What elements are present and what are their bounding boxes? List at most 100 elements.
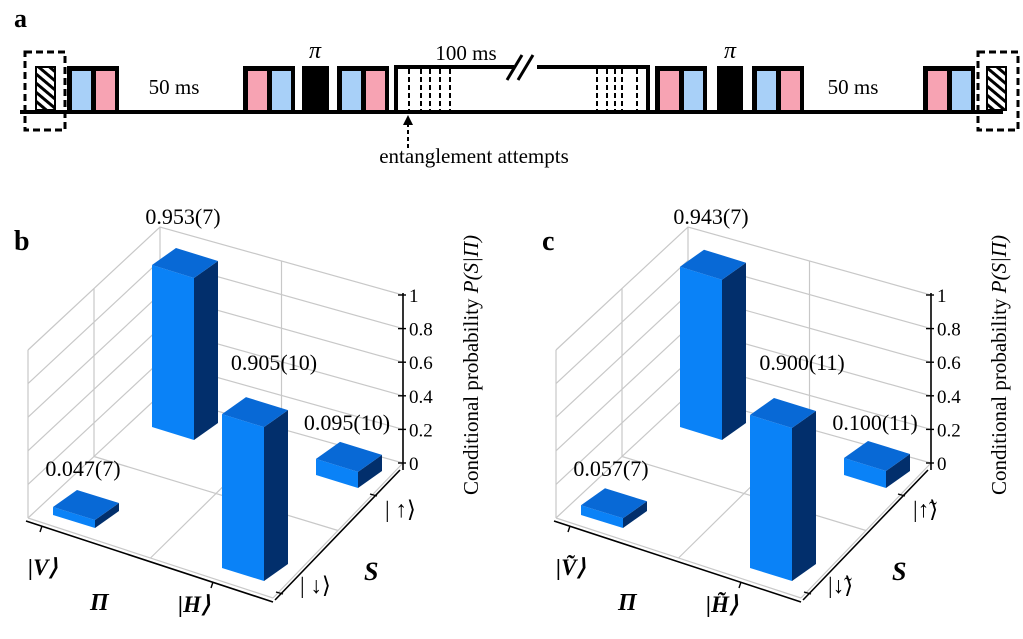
bar-top-face xyxy=(152,247,218,278)
s-axis-title: S xyxy=(364,557,378,586)
pulse-pair xyxy=(243,66,295,112)
x-category-label: |V⟩ xyxy=(28,555,58,580)
bar-front-face xyxy=(750,415,792,581)
blue-pulse xyxy=(952,71,971,110)
bar xyxy=(750,398,816,581)
bar-side-face xyxy=(623,501,647,528)
bar-top-face xyxy=(53,490,119,521)
z-tick-label: 0.6 xyxy=(409,353,433,374)
bar-top-face xyxy=(316,441,382,472)
z-tick-label: 1 xyxy=(937,286,947,307)
pi-label-right: π xyxy=(724,38,737,64)
arrow-head-icon xyxy=(403,115,413,125)
bar-front-face xyxy=(581,505,623,528)
floor-gridline xyxy=(272,462,404,599)
pi-pulse-right xyxy=(717,66,743,112)
hatched-pulse-right xyxy=(986,66,1007,111)
bar-value-label: 0.095(10) xyxy=(304,410,390,435)
z-axis-title-prefix: Conditional probability xyxy=(987,293,1011,495)
pi-axis xyxy=(25,520,274,603)
pi-axis-tick xyxy=(39,525,43,533)
bar-side-face xyxy=(194,260,218,440)
pi-axis-tick xyxy=(210,581,214,589)
bar-value-label: 0.100(11) xyxy=(832,410,917,435)
bar-front-face xyxy=(680,266,722,440)
arrow-label: entanglement attempts xyxy=(379,144,569,168)
blue-pulse xyxy=(684,71,703,110)
pi-label-left: π xyxy=(309,38,322,64)
bar-top-face xyxy=(844,441,910,471)
bar-top-face xyxy=(680,249,746,280)
pi-axis-tick xyxy=(738,581,742,589)
s-axis-tick xyxy=(275,591,284,595)
floor-gridline xyxy=(555,517,802,599)
s-axis-tick xyxy=(369,493,378,497)
z-tick-label: 0.4 xyxy=(937,387,961,408)
pi-axis-tick xyxy=(567,525,571,533)
pi-axis-title: Π xyxy=(89,590,110,616)
floor-gridline xyxy=(27,517,274,599)
s-axis-title: S xyxy=(892,557,906,586)
panel-label-c: c xyxy=(542,226,554,257)
z-axis-title-prefix: Conditional probability xyxy=(459,293,483,495)
pink-pulse xyxy=(781,71,800,110)
pulse-pair xyxy=(655,66,707,112)
pink-pulse xyxy=(928,71,947,110)
s-axis-tick xyxy=(803,591,812,595)
bar-top-face xyxy=(222,397,288,428)
x-category-label: |H⟩ xyxy=(178,592,211,617)
pi-pulse-left xyxy=(302,66,329,112)
entangle-duration-label: 100 ms xyxy=(435,41,496,65)
x-category-label: |H̃⟩ xyxy=(706,592,739,617)
bar-side-face xyxy=(886,454,910,488)
pulse-sequence-diagram: a π π 50 ms 50 ms 100 ms entanglement at… xyxy=(14,4,1020,168)
bar xyxy=(581,488,647,528)
pink-pulse xyxy=(96,71,115,110)
s-axis xyxy=(802,469,929,601)
pulse-pair xyxy=(923,66,975,112)
pulse-pair xyxy=(67,66,119,112)
bar-value-label: 0.900(11) xyxy=(759,350,844,375)
pink-pulse xyxy=(366,71,385,110)
z-axis-title: Conditional probability P(S|Π) xyxy=(459,235,483,495)
break-marks xyxy=(505,54,535,81)
y-category-label: |↑̃⟩ xyxy=(913,497,938,522)
wait-label-right: 50 ms xyxy=(828,75,879,99)
pi-axis xyxy=(553,520,802,603)
z-axis-title: Conditional probability P(S|Π) xyxy=(987,235,1011,495)
x-category-label: |Ṽ⟩ xyxy=(556,555,586,580)
bar-top-face xyxy=(581,488,647,519)
s-axis-tick xyxy=(897,493,906,497)
bar xyxy=(844,441,910,488)
y-category-label: | ↓⟩ xyxy=(300,573,331,598)
attempt-markers-right xyxy=(596,69,638,110)
bar-side-face xyxy=(264,410,288,581)
bar-side-face xyxy=(722,262,746,440)
wait-label-left: 50 ms xyxy=(149,75,200,99)
z-tick-label: 0.2 xyxy=(409,420,433,441)
bar xyxy=(152,247,218,440)
blue-pulse xyxy=(757,71,776,110)
hatched-pulse-left xyxy=(35,66,56,111)
bar-value-label: 0.943(7) xyxy=(673,204,748,229)
bar-chart-panel-c: 0 0.2 0.4 0.6 0.8 1 0.943(7) 0.100(11) 0.057(7) 0… xyxy=(542,204,1011,617)
pulse-pair xyxy=(337,66,389,112)
z-tick-label: 0.6 xyxy=(937,353,961,374)
z-tick-label: 1 xyxy=(409,286,419,307)
panel-label-a: a xyxy=(14,4,27,33)
dashed-box-right xyxy=(976,50,1020,132)
entanglement-window xyxy=(394,65,650,112)
blue-pulse xyxy=(272,71,291,110)
bar-side-face xyxy=(792,411,816,581)
bar-value-label: 0.047(7) xyxy=(45,456,120,481)
dashed-box-left xyxy=(23,50,67,132)
pulse-pair xyxy=(752,66,804,112)
bar xyxy=(316,441,382,488)
panel-label-b: b xyxy=(14,226,30,257)
bar-value-label: 0.905(10) xyxy=(231,350,317,375)
bar-front-face xyxy=(152,264,194,440)
y-category-label: | ↑⟩ xyxy=(385,497,416,522)
pink-pulse xyxy=(248,71,267,110)
blue-pulse xyxy=(342,71,361,110)
s-axis xyxy=(274,469,401,601)
